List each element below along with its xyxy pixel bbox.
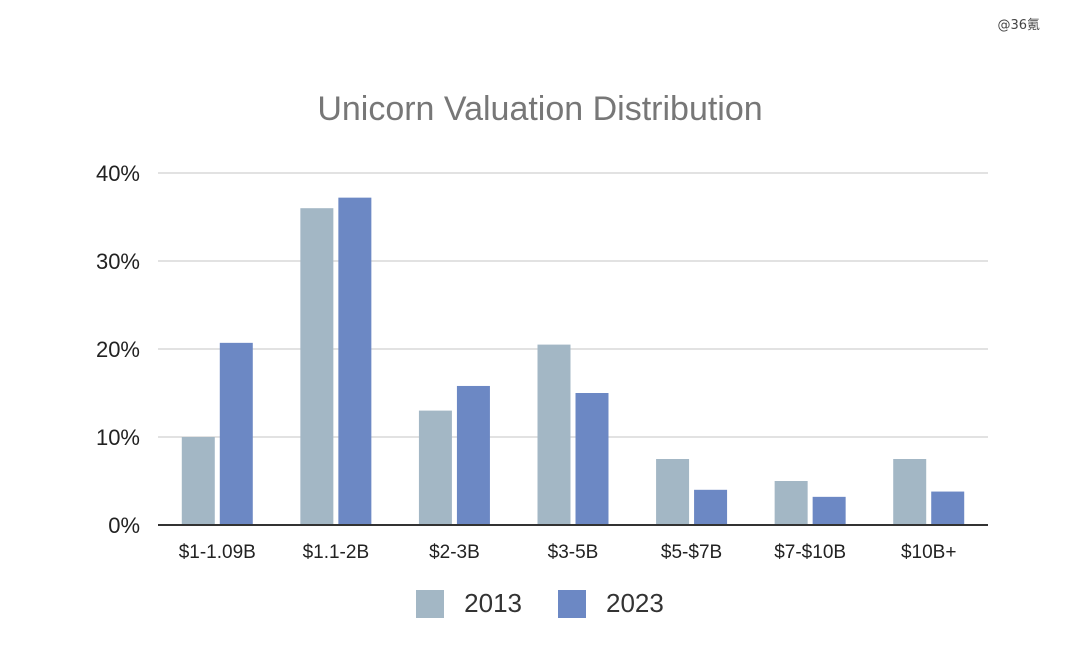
bar-2013-1	[300, 208, 334, 525]
bar-2023-5	[812, 496, 846, 525]
bar-2013-0	[181, 437, 215, 525]
legend-label-2023: 2023	[606, 588, 664, 618]
legend-item-2023: 2023	[558, 588, 664, 619]
y-tick-label: 0%	[108, 513, 140, 538]
bars	[181, 197, 965, 525]
legend-swatch-2013	[416, 589, 445, 618]
legend: 2013 2023	[0, 588, 1080, 619]
y-axis-ticks: 0% 10% 20% 30% 40%	[96, 161, 140, 538]
bar-2013-5	[774, 481, 808, 525]
x-tick-label: $7-$10B	[774, 542, 846, 563]
gridlines	[158, 172, 988, 438]
legend-label-2013: 2013	[464, 588, 522, 618]
legend-swatch-2023	[558, 589, 586, 618]
y-tick-label: 30%	[96, 249, 140, 274]
bar-2013-3	[537, 344, 571, 525]
y-tick-label: 20%	[96, 337, 140, 362]
bar-2013-2	[418, 410, 452, 525]
x-tick-label: $1-1.09B	[179, 542, 256, 563]
x-tick-label: $1.1-2B	[303, 542, 370, 563]
x-tick-label: $3-5B	[548, 542, 599, 563]
bar-2023-0	[219, 342, 253, 525]
bar-2023-2	[456, 385, 490, 525]
x-axis-ticks: $1-1.09B $1.1-2B $2-3B $3-5B $5-$7B $7-$10B $1…	[179, 542, 957, 563]
bar-2023-3	[575, 393, 609, 525]
bar-2023-4	[694, 489, 728, 525]
bar-2013-6	[893, 459, 927, 525]
bar-2023-1	[338, 197, 372, 525]
y-tick-label: 10%	[96, 425, 140, 450]
x-tick-label: $5-$7B	[661, 542, 722, 563]
x-tick-label: $2-3B	[429, 542, 480, 563]
bar-2023-6	[931, 491, 965, 525]
bar-2013-4	[656, 459, 690, 525]
x-tick-label: $10B+	[901, 542, 956, 563]
y-tick-label: 40%	[96, 161, 140, 186]
watermark: @36氪	[997, 18, 1040, 33]
legend-item-2013: 2013	[416, 588, 522, 619]
chart-title: Unicorn Valuation Distribution	[317, 90, 763, 128]
